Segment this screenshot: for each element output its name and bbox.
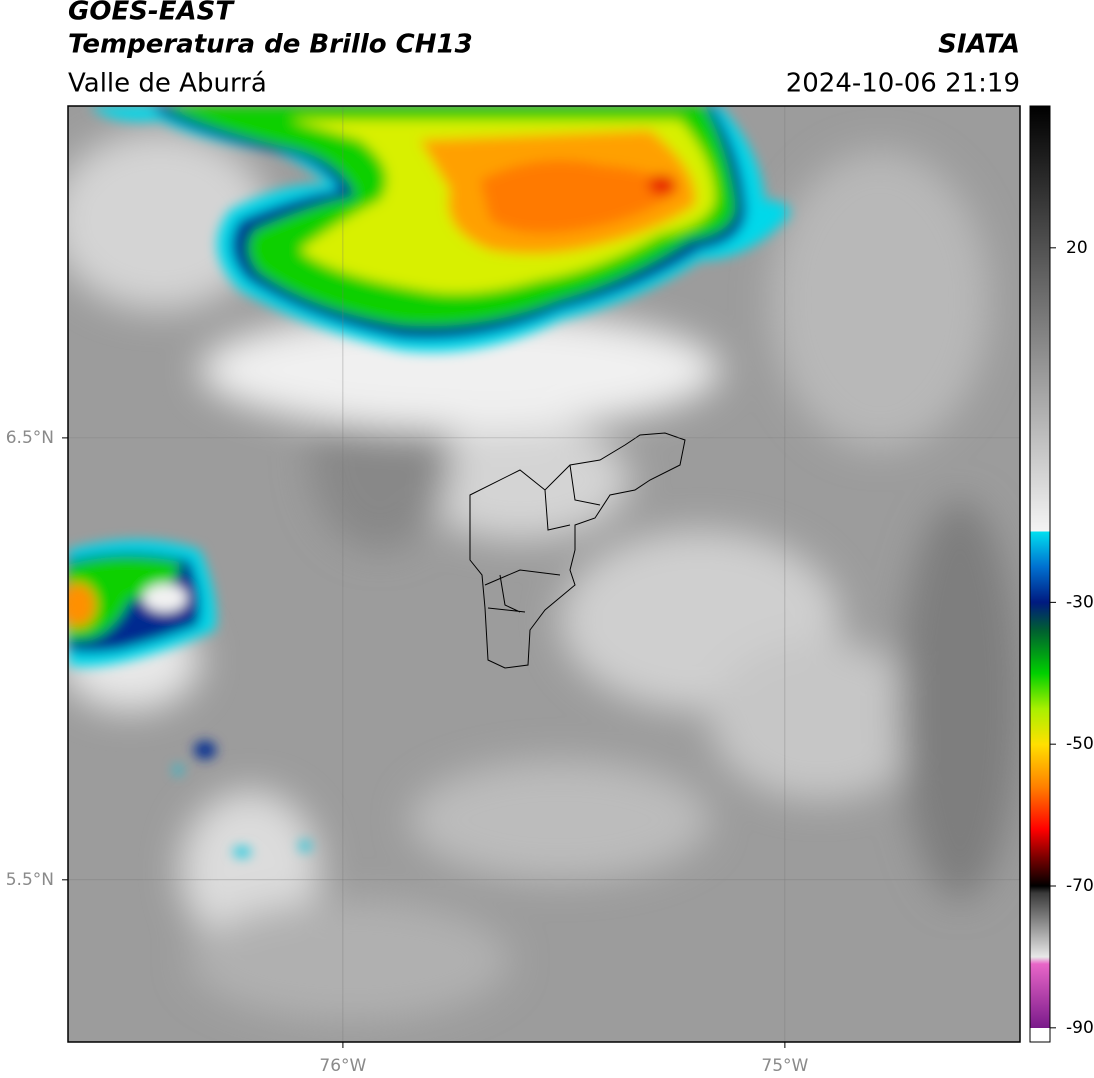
colorbar-tick-label: 20: [1066, 238, 1088, 258]
colorbar-tick-label: -90: [1066, 1018, 1094, 1038]
colorbar-tick-label: -50: [1066, 734, 1094, 754]
valley-outline: [469, 432, 686, 669]
map-frame: [67, 105, 1021, 1043]
source: SIATA: [938, 30, 1020, 60]
subtitle: Temperatura de Brillo CH13: [68, 30, 473, 60]
colorbar: [1029, 105, 1051, 1043]
satellite-image: [68, 106, 1020, 1042]
colorbar-tick-label: -30: [1066, 592, 1094, 612]
region: Valle de Aburrá: [68, 69, 267, 99]
colorbar-tick-label: -70: [1066, 876, 1094, 896]
title: GOES-EAST: [68, 0, 235, 27]
x-tick-label: 76°W: [319, 1056, 366, 1076]
x-tick-label: 75°W: [761, 1056, 808, 1076]
y-tick-label: 5.5°N: [6, 870, 54, 890]
y-tick-label: 6.5°N: [6, 428, 54, 448]
datetime: 2024-10-06 21:19: [786, 69, 1020, 99]
